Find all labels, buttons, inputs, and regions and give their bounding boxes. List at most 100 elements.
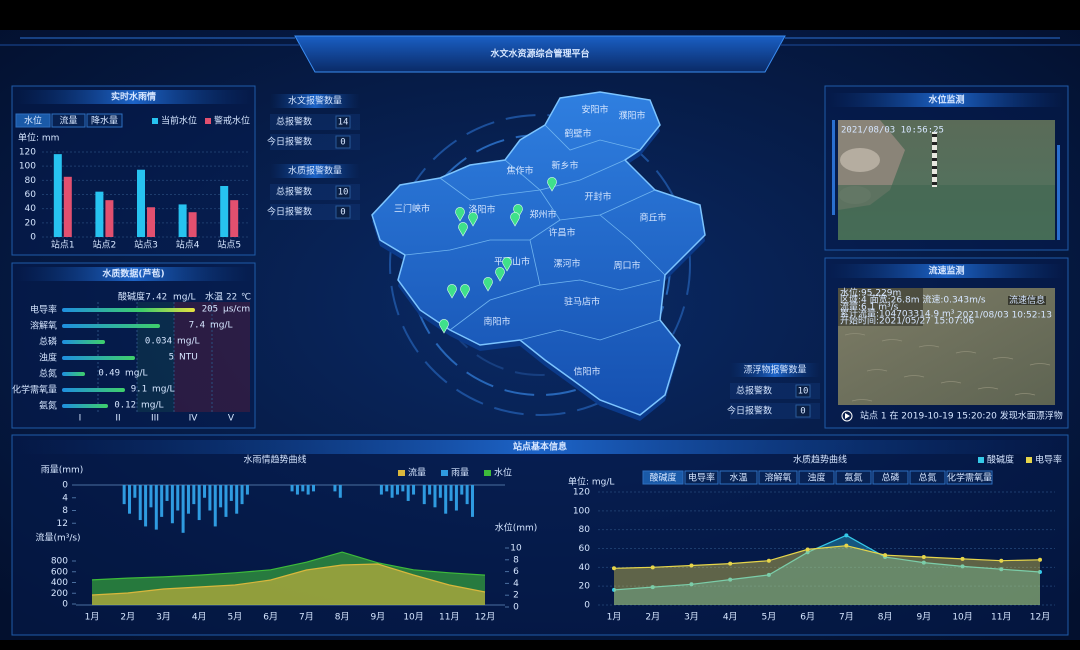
alarm-label: 总报警数 xyxy=(276,186,312,198)
panel-title-band xyxy=(16,90,251,104)
point xyxy=(650,565,655,570)
play-icon[interactable] xyxy=(841,410,853,422)
point xyxy=(999,558,1004,563)
legend-swatch xyxy=(484,470,491,476)
tab-label[interactable]: 水位 xyxy=(24,115,42,127)
rain-bar xyxy=(379,485,383,495)
tab[interactable] xyxy=(798,470,835,485)
gauge-mark xyxy=(932,134,937,137)
alarm-value: 0 xyxy=(340,138,345,148)
overlay-text: 累计流量:104703314.9 m³ xyxy=(840,308,955,320)
row-unit: mg/L xyxy=(141,401,164,411)
chart-title: 水质趋势曲线 xyxy=(793,454,847,466)
point xyxy=(728,577,733,582)
alarm-title-band xyxy=(270,164,360,178)
tab-label[interactable]: 氨氮 xyxy=(844,472,862,484)
tab[interactable] xyxy=(86,113,123,128)
station-pin[interactable] xyxy=(455,207,465,222)
ripple xyxy=(940,381,962,384)
tab[interactable] xyxy=(684,470,719,485)
tab[interactable] xyxy=(51,113,86,128)
class-label: IV xyxy=(189,414,199,424)
bar xyxy=(63,176,72,237)
rain-bar xyxy=(245,485,249,495)
alarm-value: 14 xyxy=(338,118,349,128)
station-pin[interactable] xyxy=(510,212,520,227)
station-pin[interactable] xyxy=(468,212,478,227)
tab[interactable] xyxy=(642,470,684,485)
rain-bar xyxy=(406,485,410,501)
tab-label[interactable]: 浊度 xyxy=(807,472,825,484)
tab[interactable] xyxy=(835,470,872,485)
station-pin[interactable] xyxy=(460,284,470,299)
bar xyxy=(178,204,187,237)
legend-swatch xyxy=(152,118,158,124)
station-pin[interactable] xyxy=(447,284,457,299)
x-tick-label: 站点5 xyxy=(217,239,241,251)
alarm-value-box xyxy=(335,115,351,129)
tab[interactable] xyxy=(719,470,758,485)
tab[interactable] xyxy=(909,470,946,485)
tab-label[interactable]: 总磷 xyxy=(881,472,899,484)
quality-bar xyxy=(62,308,195,312)
point xyxy=(960,556,965,561)
x-tick-label: 3月 xyxy=(684,612,699,623)
overlay-box xyxy=(838,288,923,326)
y-tick-label: 200 xyxy=(51,589,68,599)
x-tick-label: 11月 xyxy=(439,612,459,623)
rain-bar xyxy=(149,485,153,508)
station-pin[interactable] xyxy=(495,267,505,282)
tab-label[interactable]: 酸碱度 xyxy=(649,472,676,484)
quality-bar xyxy=(62,340,105,344)
tab-label[interactable]: 溶解氧 xyxy=(764,472,791,484)
tab[interactable] xyxy=(758,470,798,485)
tab-label[interactable]: 流量 xyxy=(59,115,77,127)
y2-tick-label: 4 xyxy=(513,579,519,589)
city-label: 许昌市 xyxy=(548,227,575,239)
x-tick-label: 12月 xyxy=(475,612,495,623)
ripple xyxy=(977,387,999,390)
video-timestamp: 2021/08/03 10:56:25 xyxy=(841,126,944,136)
rain-bar xyxy=(444,485,448,514)
tab-label[interactable]: 电导率 xyxy=(688,472,715,484)
station-pin[interactable] xyxy=(458,222,468,237)
legend-label: 电导率 xyxy=(1035,454,1062,466)
x-tick-label: 7月 xyxy=(839,612,854,623)
point xyxy=(805,547,810,552)
x-tick-label: 3月 xyxy=(156,612,171,623)
station-pin[interactable] xyxy=(502,257,512,272)
tab[interactable] xyxy=(15,113,51,128)
y-tick-label: 60 xyxy=(25,190,37,200)
metric-value: 7.42 xyxy=(145,293,167,303)
tab-label[interactable]: 水温 xyxy=(729,472,747,484)
tab-label[interactable]: 化学需氧量 xyxy=(947,472,992,484)
quality-bar xyxy=(62,388,125,392)
tab[interactable] xyxy=(946,470,993,485)
legend-label: 酸碱度 xyxy=(987,454,1014,466)
row-value: 7.4 xyxy=(189,321,205,331)
station-pin[interactable] xyxy=(513,204,523,219)
rain-bar xyxy=(235,485,239,514)
station-pin[interactable] xyxy=(547,177,557,192)
y-axis-label: 单位: mg/L xyxy=(568,476,614,488)
play-icon[interactable] xyxy=(845,413,850,419)
bar xyxy=(137,169,145,237)
class-label: II xyxy=(115,414,120,424)
y-tick-label: 80 xyxy=(25,176,37,186)
map-border xyxy=(404,219,561,256)
tab-label[interactable]: 降水量 xyxy=(91,115,118,127)
y-tick-label: 80 xyxy=(579,525,591,535)
tab-label[interactable]: 总氮 xyxy=(918,472,936,484)
y2-tick-label: 10 xyxy=(510,544,522,554)
city-label: 新乡市 xyxy=(551,160,578,172)
station-pin[interactable] xyxy=(439,319,449,334)
rain-bar xyxy=(412,485,416,495)
chart-title: 水雨情趋势曲线 xyxy=(243,454,306,466)
station-pin[interactable] xyxy=(483,277,493,292)
tab[interactable] xyxy=(872,470,909,485)
x-tick-label: 站点3 xyxy=(134,239,158,251)
point xyxy=(650,585,655,590)
y-tick-label: 40 xyxy=(579,563,591,573)
row-unit: mg/L xyxy=(177,337,200,347)
row-label: 溶解氧 xyxy=(30,320,57,332)
